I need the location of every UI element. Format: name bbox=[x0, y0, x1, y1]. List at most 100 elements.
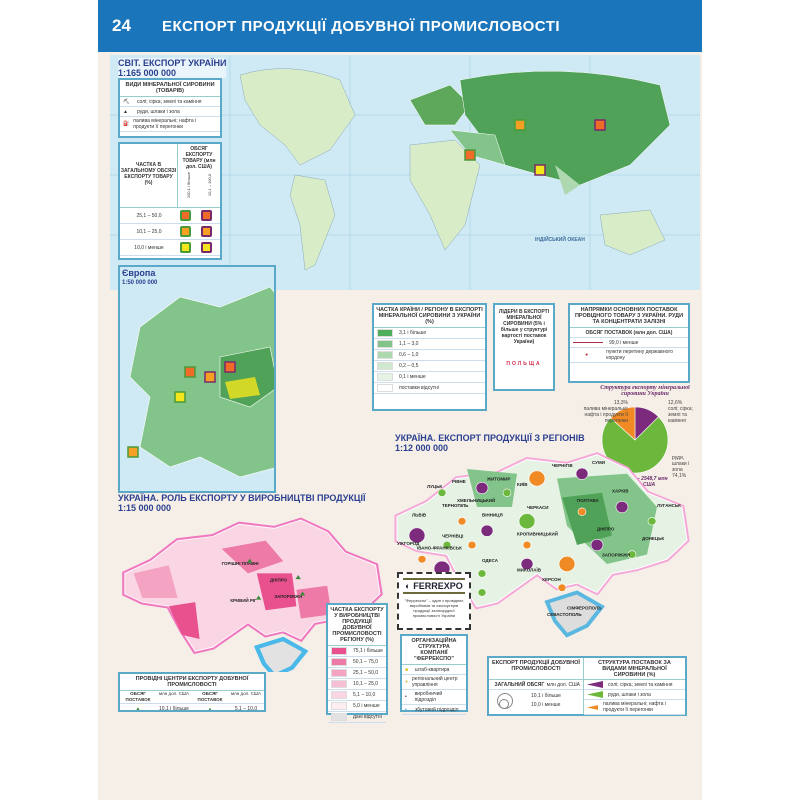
region-export-circle bbox=[480, 524, 494, 537]
title: УКРАЇНА. ЕКСПОРТ ПРОДУКЦІЇ З РЕГІОНІВ bbox=[395, 433, 585, 443]
legend-row: ● регіональний центр управління bbox=[402, 675, 466, 690]
region-export-circle bbox=[577, 507, 587, 516]
page-title: ЕКСПОРТ ПРОДУКЦІЇ ДОБУВНОЇ ПРОМИСЛОВОСТІ bbox=[162, 17, 561, 35]
export-center-icon bbox=[247, 558, 253, 563]
small-center-icon: ▲ bbox=[208, 706, 212, 711]
city-label: КРОПИВНИЦЬКИЙ bbox=[517, 532, 558, 537]
total-label: ЗАГАЛЬНИЙ ОБСЯГ bbox=[494, 681, 545, 688]
legend-directions: НАПРЯМКИ ОСНОВНИХ ПОСТАВОК ПРОВІДНОГО ТО… bbox=[568, 303, 690, 383]
city-label: ВІННИЦЯ bbox=[482, 513, 503, 518]
page-number: 24 bbox=[112, 16, 131, 35]
legend-country-share: ЧАСТКА КРАЇНИ / РЕГІОНУ В ЕКСПОРТІ МІНЕР… bbox=[372, 303, 487, 411]
city-label: ІВАНО-ФРАНКІВСЬК bbox=[417, 546, 462, 551]
city-label: ЗАПОРІЖЖЯ bbox=[602, 553, 630, 558]
legend-title: ЕКСПОРТ ПРОДУКЦІЇ ДОБУВНОЇ ПРОМИСЛОВОСТІ bbox=[489, 658, 583, 680]
legend-label: збутовий підрозділ bbox=[415, 706, 459, 713]
legend-row: 10,1 – 25,0 bbox=[328, 679, 386, 690]
color-swatch bbox=[377, 384, 393, 392]
small-circle-icon bbox=[499, 699, 509, 709]
crimea bbox=[544, 590, 605, 638]
pie-chart bbox=[601, 406, 669, 474]
legend-row: солі; сірка; землі та каміння bbox=[584, 680, 685, 690]
region-export-circle bbox=[477, 588, 487, 597]
export-marker bbox=[534, 164, 546, 176]
legend-export-volume: ЕКСПОРТ ПРОДУКЦІЇ ДОБУВНОЇ ПРОМИСЛОВОСТІ… bbox=[489, 658, 584, 714]
region-export-circle bbox=[417, 555, 427, 564]
title: Європа bbox=[122, 268, 156, 278]
legend-title: ЧАСТКА КРАЇНИ / РЕГІОНУ В ЕКСПОРТІ МІНЕР… bbox=[374, 305, 485, 328]
city-label: ЛЬВІВ bbox=[412, 513, 426, 518]
swatch bbox=[201, 226, 212, 237]
legend-label: солі; сірка; землі та каміння bbox=[137, 98, 202, 105]
legend-row: ▲ 10,1 і більше ▲ 5,1 – 10,0 bbox=[120, 704, 264, 712]
color-swatch bbox=[331, 658, 347, 666]
city-label: ХЕРСОН bbox=[542, 577, 561, 582]
legend-row: 5,0 і менше bbox=[328, 701, 386, 712]
region-export-circle bbox=[408, 527, 426, 544]
scale: 1:12 000 000 bbox=[395, 443, 449, 453]
legend-label: руди, шлаки і зола bbox=[608, 691, 651, 698]
scale: 1:15 000 000 bbox=[118, 503, 172, 513]
legend-label: 99,0 і менше bbox=[609, 339, 639, 346]
city-label: ЧЕРНІВЦІ bbox=[442, 534, 463, 539]
city-label: ДНІПРО bbox=[270, 578, 288, 583]
legend-label: 3,1 і більше bbox=[399, 330, 427, 336]
legend-label: пункти перетину державного кордону bbox=[606, 349, 673, 361]
legend-row: 1,1 – 3,0 bbox=[374, 339, 485, 350]
legend-row: ● пункти перетину державного кордону bbox=[570, 348, 688, 363]
legend-label: 10,1 – 25,0 bbox=[136, 228, 162, 235]
region-export-circle bbox=[590, 539, 604, 551]
share-title: ЧАСТКА В ЗАГАЛЬНОМУ ОБСЯЗІ ЕКСПОРТУ ТОВА… bbox=[120, 144, 178, 207]
legend-label: 5,1 – 10,0 bbox=[353, 692, 376, 698]
legend-row: ⛽ палива мінеральні; нафта і продукти її … bbox=[120, 117, 220, 132]
color-swatch bbox=[331, 702, 347, 710]
region-export-circle bbox=[557, 583, 567, 592]
ocean-label: ІНДІЙСЬКИЙ ОКЕАН bbox=[535, 235, 585, 243]
ferrexpo-text: "Феррекспо" – один з провідних виробникі… bbox=[404, 598, 464, 618]
legend-label: 0,6 – 1,0 bbox=[399, 352, 419, 358]
city-label: ТЕРНОПІЛЬ bbox=[442, 503, 468, 508]
region-export-circle bbox=[627, 550, 637, 559]
region-export-circle bbox=[520, 558, 534, 570]
legend-header-row: ОБСЯГ ПОСТАВОК млн дол. США ОБСЯГ ПОСТАВОК… bbox=[120, 691, 264, 704]
legend-label: 10,0 і менше bbox=[531, 702, 561, 708]
legend-label: палива мінеральні; нафта і продукти її п… bbox=[603, 701, 666, 713]
label: солі; сірка; землі та каміння bbox=[668, 406, 693, 424]
region-export-circle bbox=[615, 501, 629, 513]
export-marker bbox=[224, 361, 236, 373]
legend-row: 0,2 – 0,5 bbox=[374, 361, 485, 372]
col-unit: млн дол. США bbox=[159, 691, 189, 696]
sector-icon bbox=[587, 691, 603, 698]
legend-title: ЧАСТКА ЕКСПОРТУ У ВИРОБНИЦТВІ ПРОДУКЦІЇ … bbox=[328, 605, 386, 646]
legend-row: ■ штаб-квартира bbox=[402, 665, 466, 675]
legend-org-structure: ОРГАНІЗАЦІЙНА СТРУКТУРА КОМПАНІЇ "ФЕРРЕК… bbox=[400, 634, 468, 715]
legend-row: 99,0 і менше bbox=[570, 338, 688, 348]
ukraine-role-map: ГОРІШНІ ПЛАВНІ ДНІПРО КРИВИЙ РІГ ЗАПОРІЖЖЯ bbox=[122, 517, 383, 672]
hq-icon: ■ bbox=[405, 666, 409, 673]
value: 12,6% bbox=[668, 400, 683, 406]
legend-label: 25,1 – 50,0 bbox=[353, 670, 379, 676]
regional-center-icon: ● bbox=[405, 679, 409, 685]
col-unit: млн дол. США bbox=[231, 691, 261, 696]
legend-title: ВИДИ МІНЕРАЛЬНОЇ СИРОВИНИ (ТОВАРІВ) bbox=[120, 80, 220, 97]
production-unit-icon: • bbox=[405, 694, 407, 700]
scale: 1:165 000 000 bbox=[118, 68, 177, 78]
circle-sizes: 10,1 і більше 10,0 і менше bbox=[489, 690, 583, 712]
legend-title: НАПРЯМКИ ОСНОВНИХ ПОСТАВОК ПРОВІДНОГО ТО… bbox=[570, 305, 688, 328]
region-export-circle bbox=[457, 517, 467, 526]
city-label: ГОРІШНІ ПЛАВНІ bbox=[222, 561, 259, 566]
legend-row: 25,1 – 50,0 bbox=[120, 208, 220, 224]
page-header: 24 ЕКСПОРТ ПРОДУКЦІЇ ДОБУВНОЇ ПРОМИСЛОВО… bbox=[98, 0, 702, 52]
city-label: МИКОЛАЇВ bbox=[517, 568, 541, 573]
legend-label: 10,1 і більше bbox=[159, 706, 189, 712]
crimea bbox=[253, 636, 309, 672]
leader-example: ПОЛЬЩА bbox=[506, 361, 542, 367]
legend-row: 5,1 – 10,0 bbox=[328, 690, 386, 701]
legend-row: 0,1 і менше bbox=[374, 372, 485, 383]
legend-export-share: ЧАСТКА В ЗАГАЛЬНОМУ ОБСЯЗІ ЕКСПОРТУ ТОВА… bbox=[118, 142, 222, 260]
color-swatch bbox=[331, 669, 347, 677]
export-center-icon bbox=[299, 591, 306, 596]
volume-col: 100,1 і більше bbox=[185, 172, 191, 199]
volume-title: ОБСЯГ ЕКСПОРТУ ТОВАРУ (млн дол. США) bbox=[182, 146, 216, 170]
city-label: СЕВАСТОПОЛЬ bbox=[547, 612, 582, 617]
